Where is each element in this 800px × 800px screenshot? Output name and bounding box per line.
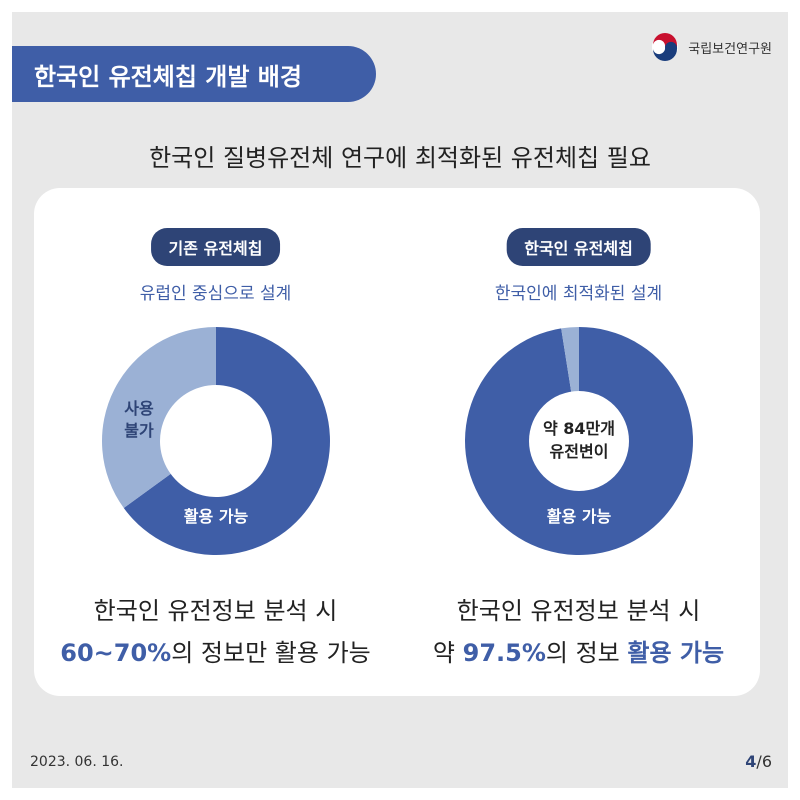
page-current: 4 (745, 752, 757, 771)
caption-text: 의 정보만 활용 가능 (171, 639, 371, 667)
page-indicator: 4/6 (745, 752, 772, 771)
caption-line: 한국인 유전정보 분석 시 (93, 597, 338, 625)
center-label: 유전변이 (549, 442, 608, 461)
taegeuk-icon (652, 33, 679, 61)
org-logo: 국립보건연구원 (650, 32, 772, 62)
panel-caption: 한국인 유전정보 분석 시 60~70%의 정보만 활용 가능 (34, 590, 397, 674)
panel-korean-chip: 한국인 유전체칩 한국인에 최적화된 설계 약 84만개 유전변이 활용 가능 … (397, 188, 760, 696)
center-disc (528, 391, 629, 491)
caption-highlight: 60~70% (60, 639, 172, 667)
center-label: 약 84만개 (543, 419, 615, 438)
segment-label-usable: 활용 가능 (546, 507, 611, 526)
slide: 한국인 유전체칩 개발 배경 국립보건연구원 한국인 질병유전체 연구에 최적화… (12, 12, 788, 788)
page-total: /6 (756, 752, 772, 771)
segment-label-unusable: 불가 (124, 421, 154, 440)
panel-description: 유럽인 중심으로 설계 (139, 284, 292, 304)
page-title: 한국인 유전체칩 개발 배경 (12, 46, 376, 102)
caption-text: 의 정보 (545, 639, 628, 667)
donut-chart-existing: 사용 불가 활용 가능 (101, 327, 330, 555)
caption-highlight: 활용 가능 (627, 639, 725, 667)
pie-slice (123, 327, 330, 555)
caption-line: 60~70%의 정보만 활용 가능 (34, 632, 397, 674)
org-name: 국립보건연구원 (688, 41, 772, 57)
pie-chart-korean: 약 84만개 유전변이 활용 가능 (464, 327, 693, 555)
panel-existing-chip: 기존 유전체칩 유럽인 중심으로 설계 사용 불가 활용 가능 한국인 유전정보… (34, 188, 397, 696)
caption-highlight: 97.5% (462, 639, 546, 667)
subtitle: 한국인 질병유전체 연구에 최적화된 유전체칩 필요 (149, 144, 651, 172)
panel-badge: 기존 유전체칩 (150, 228, 281, 266)
panel-description: 한국인에 최적화된 설계 (494, 284, 663, 304)
publish-date: 2023. 06. 16. (30, 754, 124, 770)
caption-line: 약 97.5%의 정보 활용 가능 (397, 632, 760, 674)
panel-badge: 한국인 유전체칩 (506, 228, 651, 266)
segment-label-unusable: 사용 (124, 399, 154, 418)
comparison-card: 기존 유전체칩 유럽인 중심으로 설계 사용 불가 활용 가능 한국인 유전정보… (34, 188, 760, 696)
panel-caption: 한국인 유전정보 분석 시 약 97.5%의 정보 활용 가능 (397, 590, 760, 674)
segment-label-usable: 활용 가능 (183, 507, 248, 526)
pie-slice (101, 327, 216, 509)
caption-text: 약 (432, 639, 463, 667)
caption-line: 한국인 유전정보 분석 시 (456, 597, 701, 625)
